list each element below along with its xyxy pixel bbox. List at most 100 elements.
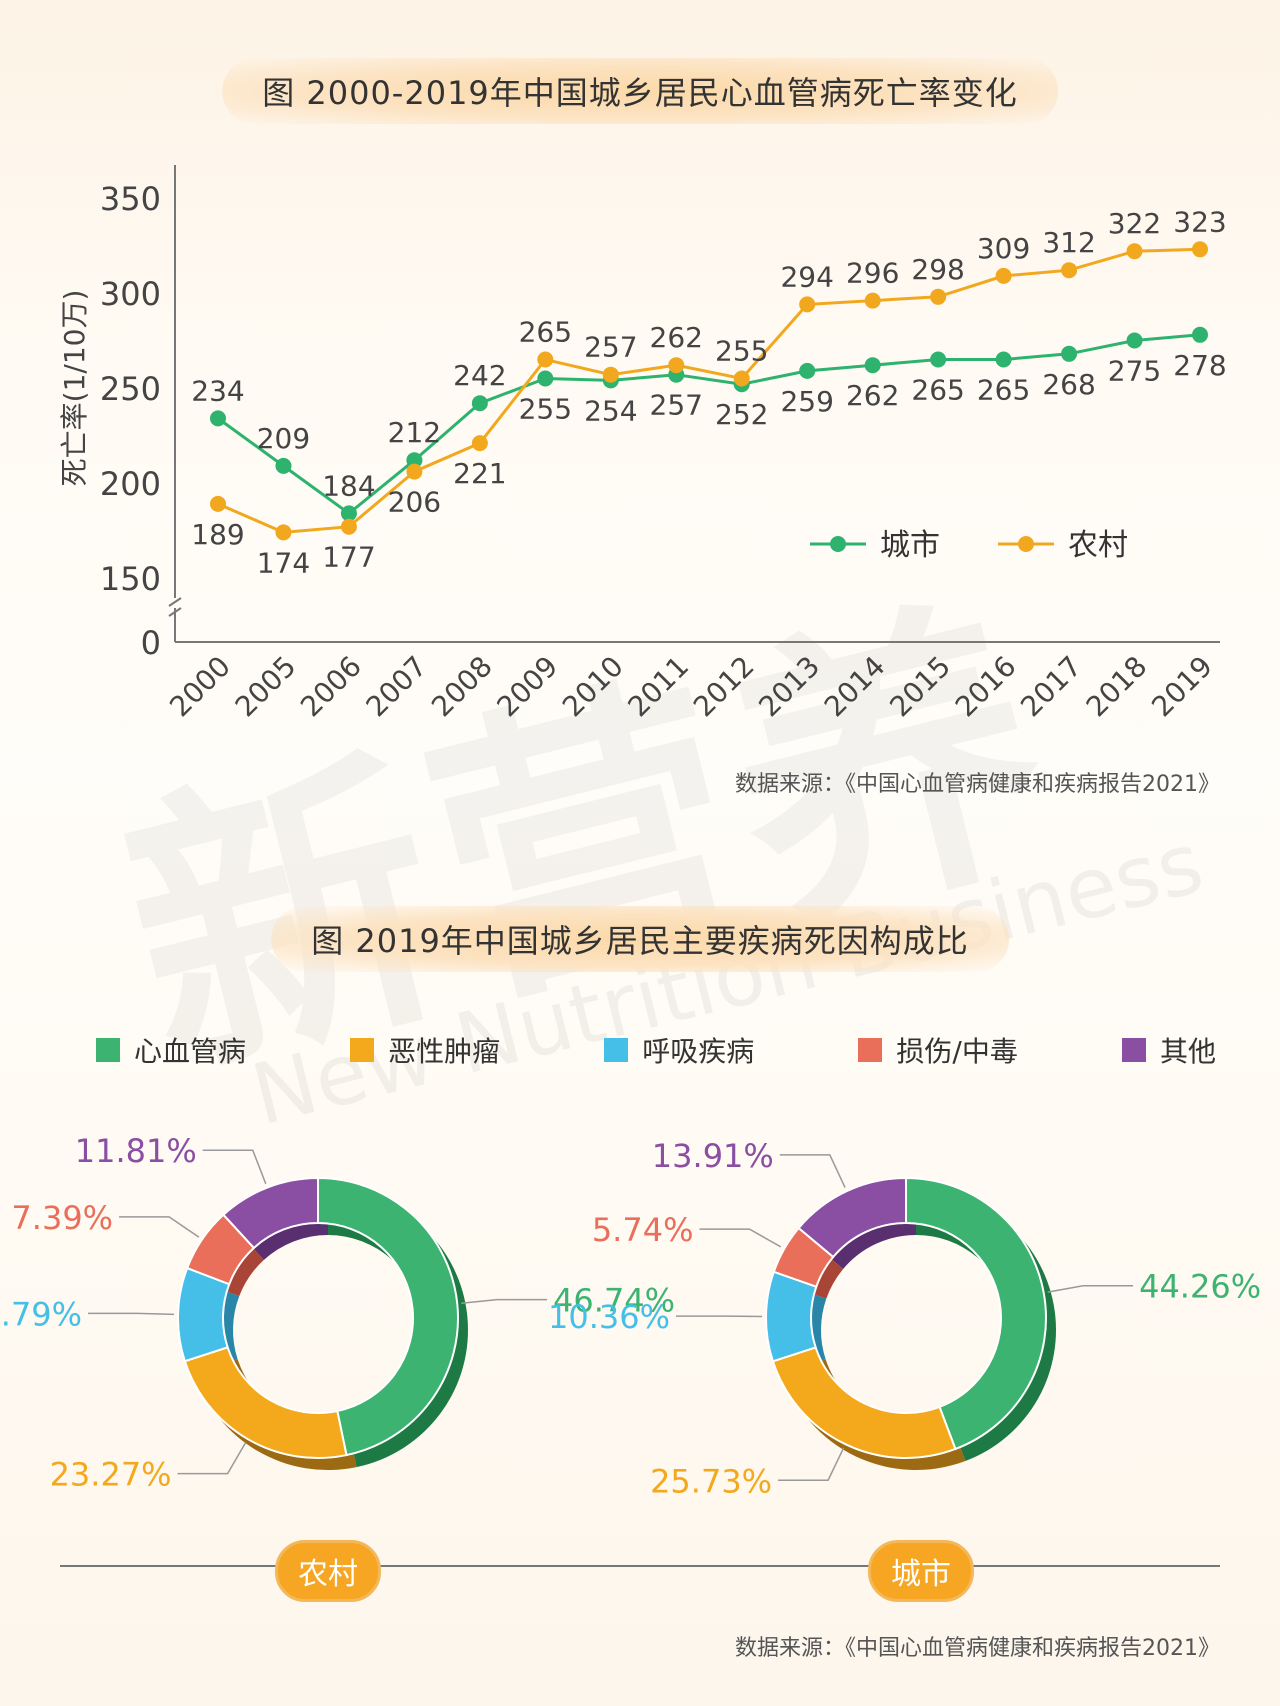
legend-item: 呼吸疾病 xyxy=(604,1030,754,1070)
legend-label: 呼吸疾病 xyxy=(642,1035,755,1068)
donut-label-rural: 46.74% xyxy=(553,1282,675,1320)
data-label-urban: 275 xyxy=(1108,355,1161,388)
legend-marker-urban xyxy=(830,536,846,552)
legend-item: 恶性肿瘤 xyxy=(350,1030,500,1070)
data-label-rural: 296 xyxy=(846,257,899,290)
donut-slice-urban xyxy=(771,1346,957,1459)
data-point-urban xyxy=(471,395,488,412)
data-point-urban xyxy=(537,370,554,387)
data-label-urban: 184 xyxy=(322,469,375,502)
y-tick-label: 0 xyxy=(141,624,161,662)
data-label-urban: 265 xyxy=(977,374,1030,407)
data-point-urban xyxy=(340,505,357,522)
donut-leader-urban xyxy=(699,1228,782,1248)
y-tick-label: 150 xyxy=(100,560,161,598)
data-point-rural xyxy=(1192,241,1208,258)
x-tick-label: 2018 xyxy=(1080,650,1154,724)
donut-slice-urban xyxy=(905,1176,1047,1451)
data-label-urban: 278 xyxy=(1173,349,1226,382)
data-point-urban xyxy=(930,351,947,368)
x-tick-label: 2015 xyxy=(883,650,957,724)
donut-leader-rural xyxy=(119,1216,200,1238)
donut-leader-urban xyxy=(778,1447,845,1482)
x-tick-label: 2014 xyxy=(818,650,892,724)
data-label-rural: 206 xyxy=(388,486,441,519)
data-point-rural xyxy=(733,370,750,387)
series-line-rural xyxy=(217,247,1201,534)
data-point-urban xyxy=(864,357,881,374)
data-label-rural: 298 xyxy=(911,253,964,286)
data-label-rural: 294 xyxy=(780,260,833,293)
data-label-urban: 265 xyxy=(911,374,964,407)
x-tick-label: 2006 xyxy=(294,650,368,724)
data-point-rural xyxy=(537,351,554,368)
line-chart-title: 图 2000-2019年中国城乡居民心血管病死亡率变化 xyxy=(222,58,1058,124)
y-tick-label: 200 xyxy=(100,465,161,503)
donut-label-urban: 5.74% xyxy=(592,1211,694,1249)
data-point-rural xyxy=(995,267,1012,284)
donut-label-rural: 10.79% xyxy=(0,1295,82,1333)
data-label-urban: 268 xyxy=(1042,368,1095,401)
data-point-rural xyxy=(340,518,357,535)
data-point-urban xyxy=(275,457,292,474)
donut-chart-source: 数据来源：《中国心血管病健康和疾病报告2021》 xyxy=(735,1636,1220,1661)
data-label-rural: 323 xyxy=(1173,205,1226,238)
legend-item-rural: 农村 xyxy=(998,528,1128,563)
y-tick-label: 350 xyxy=(100,180,161,218)
data-label-rural: 177 xyxy=(322,541,375,574)
x-tick-label: 2017 xyxy=(1014,650,1088,724)
data-label-urban: 209 xyxy=(257,422,310,455)
donut-leader-rural xyxy=(88,1312,175,1316)
data-point-urban xyxy=(1061,345,1078,362)
donut-legend: 心血管病 恶性肿瘤 呼吸疾病 损伤/中毒 其他 xyxy=(96,1030,1216,1070)
line-chart: 0150200250300350死亡率(1/10万)20002005200620… xyxy=(58,165,1227,724)
rural-label: 农村 xyxy=(275,1540,381,1602)
data-point-urban xyxy=(406,452,423,469)
data-label-rural: 189 xyxy=(191,518,244,551)
data-point-rural xyxy=(799,296,816,313)
x-tick-label: 2000 xyxy=(163,650,237,724)
legend-item: 心血管病 xyxy=(96,1030,246,1070)
donut-leader-rural xyxy=(202,1149,267,1185)
data-label-urban: 242 xyxy=(453,359,506,392)
data-point-rural xyxy=(1061,262,1078,279)
data-label-urban: 257 xyxy=(650,389,703,422)
data-point-urban xyxy=(995,351,1012,368)
x-tick-label: 2005 xyxy=(229,650,303,724)
data-point-rural xyxy=(471,435,488,452)
data-label-rural: 257 xyxy=(584,331,637,364)
legend-item-urban: 城市 xyxy=(810,528,940,563)
data-label-rural: 221 xyxy=(453,457,506,490)
urban-label: 城市 xyxy=(868,1540,974,1602)
donut-chart-title: 图 2019年中国城乡居民主要疾病死因构成比 xyxy=(271,906,1009,972)
data-label-rural: 265 xyxy=(519,316,572,349)
y-tick-label: 250 xyxy=(100,370,161,408)
donut-leader-urban xyxy=(779,1154,846,1188)
data-point-rural xyxy=(602,366,619,383)
donut-slice-urban xyxy=(772,1226,835,1288)
series-line-urban xyxy=(217,333,1201,516)
data-label-urban: 234 xyxy=(191,374,244,407)
donut-urban: 13.91% 44.26% 25.73% 10.36% 5.74% xyxy=(548,1137,1261,1500)
donut-label-urban: 13.91% xyxy=(652,1137,774,1175)
legend-label-rural: 农村 xyxy=(1068,528,1128,563)
donut-slice-rural xyxy=(317,1176,459,1457)
donut-rural: 11.81% 46.74% 23.27% 10.79% 7.39% xyxy=(0,1132,675,1493)
legend-label: 心血管病 xyxy=(134,1035,247,1068)
data-label-rural: 174 xyxy=(257,546,310,579)
donut-leader-urban xyxy=(1047,1284,1134,1293)
x-tick-label: 2013 xyxy=(752,650,826,724)
watermark-sub: New Nutrition Business xyxy=(242,813,1213,1145)
data-label-rural: 255 xyxy=(715,335,768,368)
legend-swatch xyxy=(96,1038,120,1062)
data-point-rural xyxy=(1126,243,1143,260)
x-tick-label: 2011 xyxy=(621,650,695,724)
donut-label-urban: 44.26% xyxy=(1139,1268,1261,1306)
legend-swatch xyxy=(604,1038,629,1062)
data-label-urban: 255 xyxy=(519,393,572,426)
data-point-rural xyxy=(864,292,881,309)
line-chart-source: 数据来源：《中国心血管病健康和疾病报告2021》 xyxy=(735,772,1220,797)
data-label-urban: 259 xyxy=(780,385,833,418)
x-tick-label: 2009 xyxy=(491,650,565,724)
y-axis-label: 死亡率(1/10万) xyxy=(58,290,91,487)
